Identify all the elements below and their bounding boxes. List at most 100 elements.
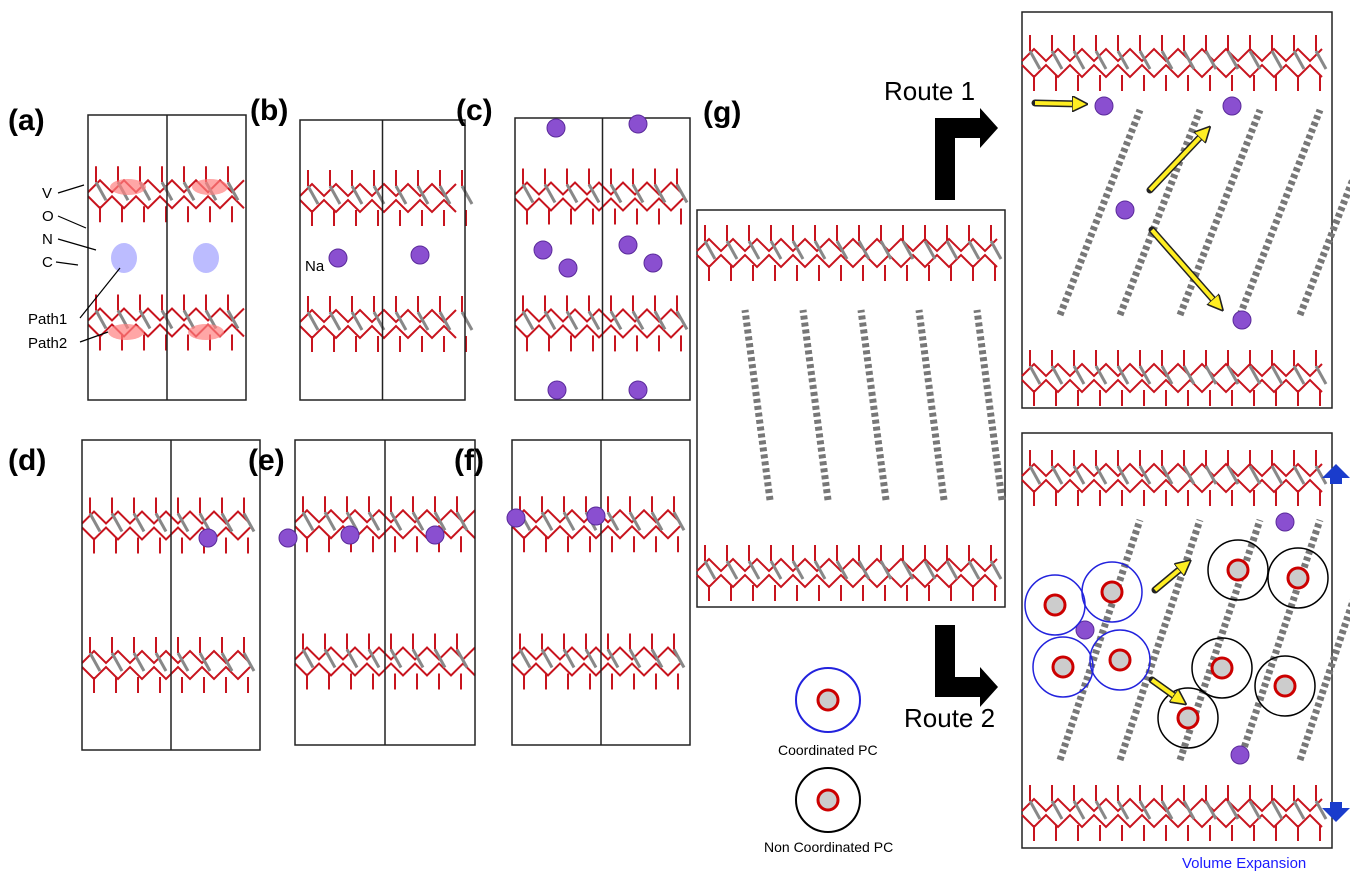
bond [542, 650, 552, 668]
bond [1074, 801, 1084, 819]
bond [140, 311, 150, 329]
route-arrow [935, 625, 998, 707]
pc-molecule [818, 690, 838, 710]
bond [1074, 51, 1084, 69]
pc-molecule [1288, 568, 1308, 588]
bond [330, 186, 340, 204]
bond [325, 512, 335, 530]
path-label: Path1 [28, 311, 67, 328]
route-label: Route 2 [904, 703, 995, 733]
figure: (a) (b) (c) (d) (e) (f) (g) V O N C Path… [0, 0, 1350, 872]
pc-molecule [1275, 676, 1295, 696]
bond [991, 241, 1001, 259]
na-ion [1233, 311, 1251, 329]
bond [567, 311, 577, 329]
bond [352, 312, 362, 330]
na-ion [547, 119, 565, 137]
bond [1272, 366, 1282, 384]
pc-molecule [1110, 650, 1130, 670]
atom-label: V [42, 185, 52, 202]
bond [947, 561, 957, 579]
organic-chain [1300, 110, 1350, 315]
bond [564, 512, 574, 530]
panel-label: (c) [456, 94, 493, 127]
bond [330, 312, 340, 330]
route-arrow [935, 108, 998, 200]
bond [325, 650, 335, 668]
atom-label: N [42, 231, 53, 248]
bond [134, 514, 144, 532]
na-ion [279, 529, 297, 547]
bond [1316, 466, 1326, 484]
bond [749, 561, 759, 579]
na-ion [426, 526, 444, 544]
bond [462, 186, 472, 204]
bond [947, 241, 957, 259]
organic-chain [919, 310, 944, 500]
path-site [192, 179, 228, 195]
bond [542, 512, 552, 530]
path-site [110, 179, 146, 195]
cell [1022, 12, 1332, 408]
bond [1272, 51, 1282, 69]
bond [462, 312, 472, 330]
bond [1316, 366, 1326, 384]
bond [567, 185, 577, 203]
bond [134, 653, 144, 671]
na-ion [619, 236, 637, 254]
ion-label: Na [305, 258, 325, 275]
path-site [111, 243, 137, 273]
pc-molecule [1053, 657, 1073, 677]
pc-molecule [1045, 595, 1065, 615]
na-ion [587, 507, 605, 525]
pc-molecule [818, 790, 838, 810]
legend-label: Coordinated PC [778, 742, 878, 758]
bond [347, 650, 357, 668]
bond [1052, 466, 1062, 484]
na-ion [559, 259, 577, 277]
bond [352, 186, 362, 204]
bond [1052, 366, 1062, 384]
path-site [108, 324, 144, 340]
na-ion [199, 529, 217, 547]
na-ion [534, 241, 552, 259]
na-ion [507, 509, 525, 527]
note: Volume Expansion [1182, 855, 1306, 872]
organic-chain [861, 310, 886, 500]
na-ion [629, 115, 647, 133]
organic-chain [745, 310, 770, 500]
bond [545, 311, 555, 329]
panel-label: (g) [703, 96, 741, 129]
na-ion [411, 246, 429, 264]
organic-chain [803, 310, 828, 500]
atom-label: O [42, 208, 54, 225]
legend-label: Non Coordinated PC [764, 839, 893, 855]
na-ion [1095, 97, 1113, 115]
bond [1052, 51, 1062, 69]
structures [82, 12, 1350, 848]
path-label: Path2 [28, 335, 67, 352]
panel-label: (e) [248, 444, 285, 477]
panel-label: (a) [8, 104, 45, 137]
panel-label: (b) [250, 94, 288, 127]
panel-label: (f) [454, 444, 484, 477]
na-ion [329, 249, 347, 267]
panel-label: (d) [8, 444, 46, 477]
expansion-arrow [1322, 802, 1350, 822]
na-ion [644, 254, 662, 272]
bond [112, 653, 122, 671]
bond [564, 650, 574, 668]
route-label: Route 1 [884, 76, 975, 106]
organic-chain [1240, 520, 1320, 760]
organic-chain [977, 310, 1002, 500]
bond [1074, 466, 1084, 484]
bond [1316, 51, 1326, 69]
bond [1272, 466, 1282, 484]
bond [727, 561, 737, 579]
migration-arrow [1035, 103, 1080, 104]
cell [697, 210, 1005, 607]
bond [991, 561, 1001, 579]
na-ion [1116, 201, 1134, 219]
path-site [188, 324, 224, 340]
pc-molecule [1102, 582, 1122, 602]
